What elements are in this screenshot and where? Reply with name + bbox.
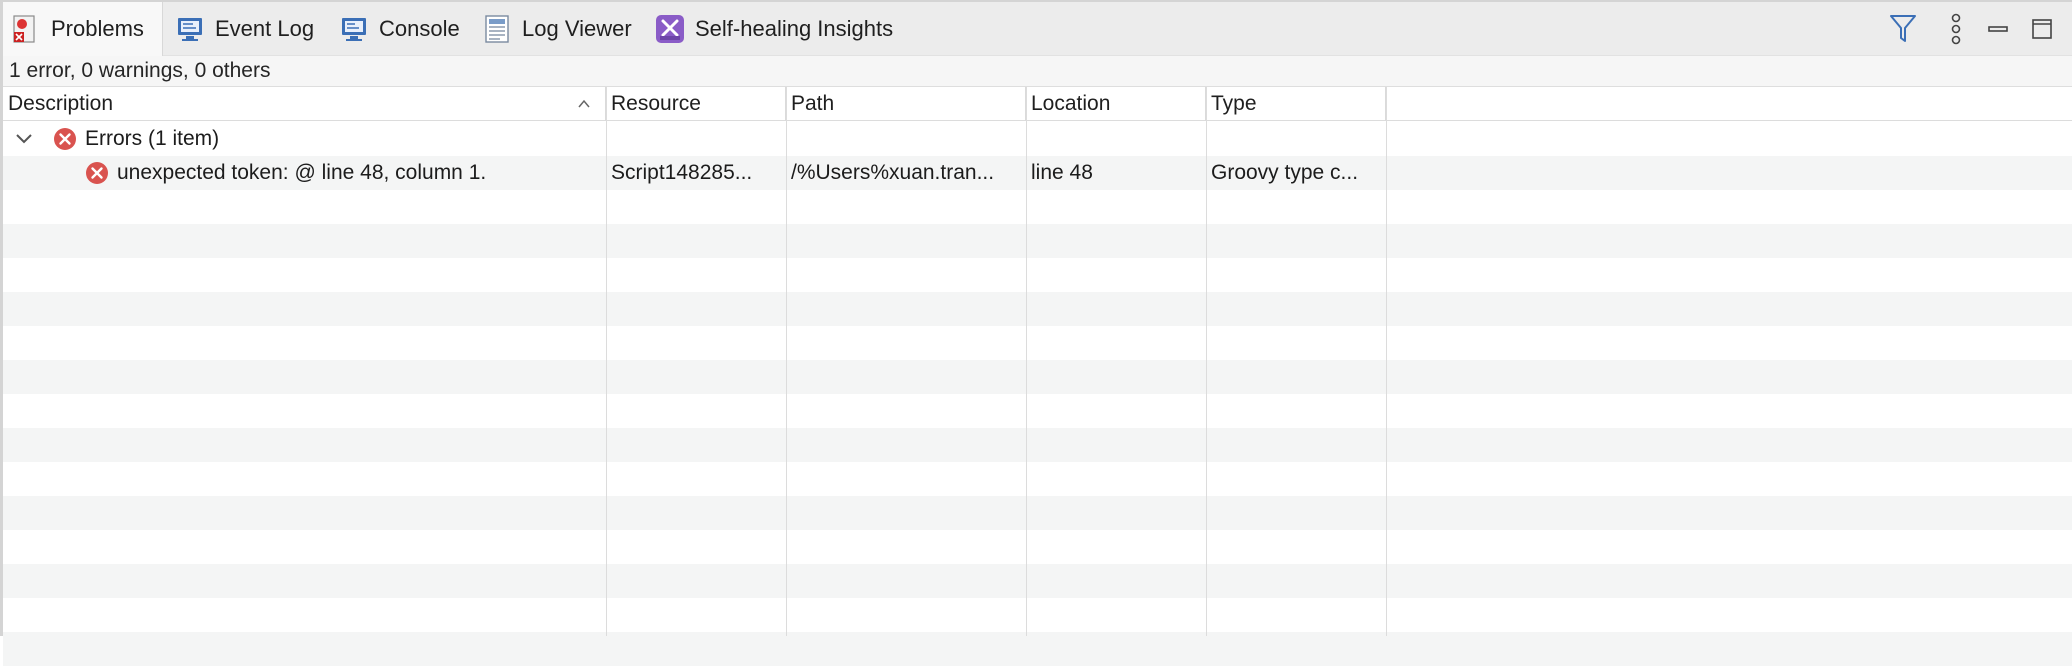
cell-type: Groovy type c...: [1211, 161, 1359, 184]
column-label: Path: [791, 92, 835, 115]
empty-row: [3, 326, 2072, 360]
column-label: Type: [1211, 92, 1257, 115]
cell-location: line 48: [1031, 161, 1093, 184]
view-tab-bar: Problems Event Log: [3, 2, 2072, 56]
column-divider[interactable]: [786, 87, 787, 636]
console-icon: [339, 14, 369, 44]
empty-row: [3, 530, 2072, 564]
empty-row: [3, 632, 2072, 666]
summary-bar: [3, 56, 2072, 87]
cell-path: /%Users%xuan.tran...: [791, 161, 995, 184]
table-row[interactable]: unexpected token: @ line 48, column 1. S…: [3, 156, 2072, 190]
empty-row: [3, 224, 2072, 258]
minimize-button[interactable]: [1981, 12, 2015, 46]
empty-row: [3, 496, 2072, 530]
event-log-icon: [175, 14, 205, 44]
group-row-errors[interactable]: Errors (1 item): [3, 122, 2072, 156]
tab-log-viewer[interactable]: Log Viewer: [482, 2, 632, 56]
tab-label: Problems: [51, 16, 144, 41]
maximize-button[interactable]: [2025, 12, 2059, 46]
problems-tree: Errors (1 item) unexpected token: @ line…: [3, 122, 2072, 666]
empty-row: [3, 360, 2072, 394]
chevron-down-icon[interactable]: [13, 122, 35, 156]
column-header-resource[interactable]: Resource: [606, 87, 786, 121]
column-divider[interactable]: [1206, 87, 1207, 636]
sort-ascending-icon: [577, 87, 591, 133]
empty-row: [3, 292, 2072, 326]
filter-button[interactable]: [1886, 12, 1920, 46]
column-header-location[interactable]: Location: [1026, 87, 1206, 121]
empty-row: [3, 258, 2072, 292]
self-healing-icon: [655, 14, 685, 44]
tab-label: Event Log: [215, 16, 315, 41]
empty-row: [3, 394, 2072, 428]
log-viewer-icon: [482, 14, 512, 44]
table-header: Description Resource Path Location Type: [3, 87, 2072, 121]
empty-row: [3, 564, 2072, 598]
empty-row: [3, 462, 2072, 496]
column-label: Resource: [611, 92, 701, 115]
empty-row: [3, 428, 2072, 462]
maximize-icon: [2032, 19, 2052, 39]
group-label: Errors (1 item): [85, 127, 220, 150]
minimize-icon: [1988, 26, 2008, 32]
empty-row: [3, 190, 2072, 224]
column-header-type[interactable]: Type: [1206, 87, 1386, 121]
column-divider[interactable]: [1026, 87, 1027, 636]
problem-summary: 1 error, 0 warnings, 0 others: [9, 59, 271, 82]
tab-event-log[interactable]: Event Log: [175, 2, 314, 56]
view-menu-button[interactable]: [1939, 12, 1973, 46]
error-icon: [85, 161, 109, 185]
tab-label: Log Viewer: [522, 16, 632, 41]
column-label: Location: [1031, 92, 1111, 115]
cell-description: unexpected token: @ line 48, column 1.: [117, 161, 487, 184]
tab-problems[interactable]: Problems: [3, 2, 163, 56]
problems-icon: [11, 14, 41, 44]
tab-console[interactable]: Console: [339, 2, 460, 56]
cell-resource: Script148285...: [611, 161, 753, 184]
error-icon: [53, 127, 77, 151]
empty-row: [3, 598, 2072, 632]
column-label: Description: [8, 92, 114, 115]
tab-self-healing-insights[interactable]: Self-healing Insights: [655, 2, 893, 56]
filter-icon: [1890, 15, 1916, 42]
tab-label: Console: [379, 16, 460, 41]
column-header-description[interactable]: Description: [3, 87, 606, 121]
column-header-path[interactable]: Path: [786, 87, 1026, 121]
view-menu-icon: [1951, 13, 1961, 45]
column-divider[interactable]: [1386, 87, 1387, 636]
column-divider[interactable]: [606, 87, 607, 636]
tab-label: Self-healing Insights: [695, 16, 894, 41]
